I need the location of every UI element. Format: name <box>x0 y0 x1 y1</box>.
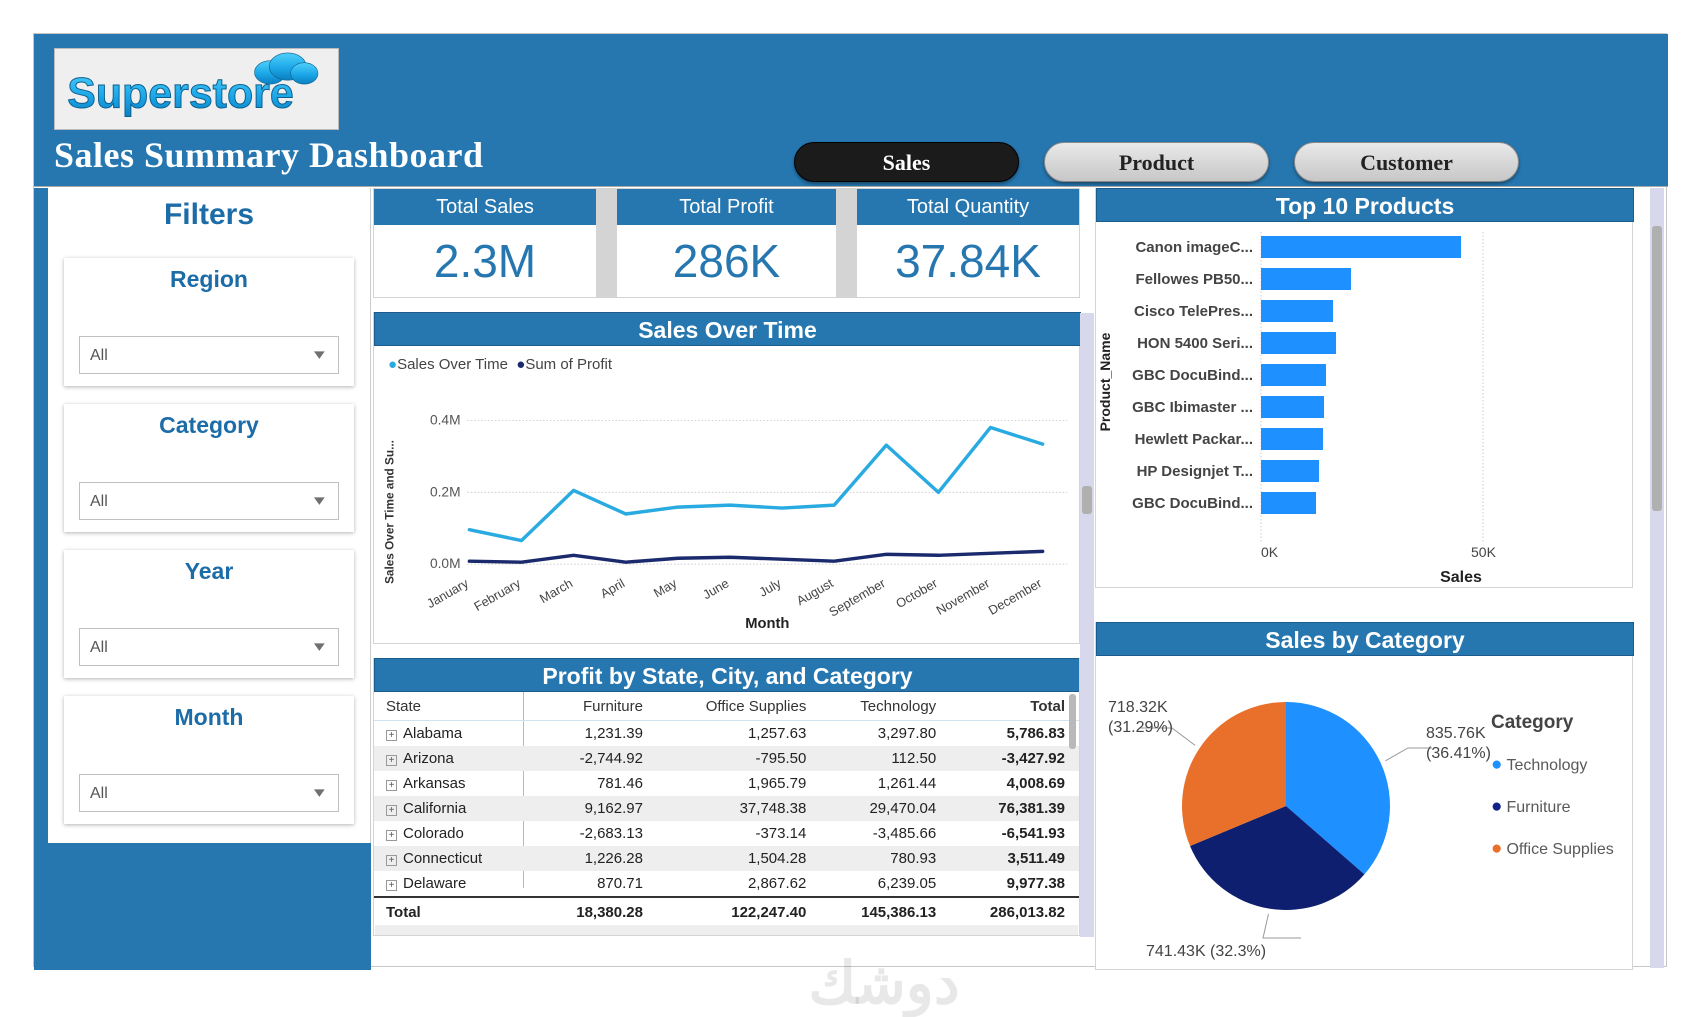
svg-text:May: May <box>651 575 680 600</box>
svg-text:Fellowes PB50...: Fellowes PB50... <box>1135 271 1253 288</box>
svg-text:April: April <box>598 575 628 601</box>
svg-text:June: June <box>700 575 731 602</box>
svg-text:GBC Ibimaster ...: GBC Ibimaster ... <box>1132 399 1253 416</box>
svg-text:February: February <box>471 575 523 614</box>
svg-text:Month: Month <box>745 616 789 632</box>
svg-text:March: March <box>537 575 575 606</box>
svg-text:GBC DocuBind...: GBC DocuBind... <box>1132 495 1253 512</box>
svg-text:50K: 50K <box>1471 544 1497 560</box>
svg-text:Cisco TelePres...: Cisco TelePres... <box>1134 303 1253 320</box>
svg-text:Sales Over Time and Su...: Sales Over Time and Su... <box>384 440 397 584</box>
svg-text:HP Designjet T...: HP Designjet T... <box>1137 463 1253 480</box>
svg-text:September: September <box>826 575 888 620</box>
svg-text:741.43K (32.3%): 741.43K (32.3%) <box>1146 943 1266 960</box>
svg-text:0.4M: 0.4M <box>430 413 461 428</box>
svg-text:0.0M: 0.0M <box>430 556 461 571</box>
svg-text:Sales: Sales <box>1440 569 1482 586</box>
svg-text:GBC DocuBind...: GBC DocuBind... <box>1132 367 1253 384</box>
svg-text:HON 5400 Seri...: HON 5400 Seri... <box>1137 335 1253 352</box>
svg-text:Canon imageC...: Canon imageC... <box>1135 239 1253 256</box>
svg-text:(36.41%): (36.41%) <box>1426 745 1491 762</box>
svg-text:(31.29%): (31.29%) <box>1108 719 1173 736</box>
svg-text:0K: 0K <box>1261 544 1279 560</box>
svg-text:December: December <box>986 575 1045 618</box>
svg-text:Hewlett Packar...: Hewlett Packar... <box>1135 431 1253 448</box>
svg-text:August: August <box>794 575 836 608</box>
svg-text:Superstore: Superstore <box>67 70 294 118</box>
svg-text:835.76K: 835.76K <box>1426 725 1486 742</box>
svg-text:November: November <box>934 575 993 618</box>
svg-text:January: January <box>424 575 471 611</box>
svg-text:0.2M: 0.2M <box>430 484 461 499</box>
svg-text:Product_Name: Product_Name <box>1097 332 1113 431</box>
svg-text:July: July <box>756 575 784 600</box>
svg-text:718.32K: 718.32K <box>1108 699 1168 716</box>
